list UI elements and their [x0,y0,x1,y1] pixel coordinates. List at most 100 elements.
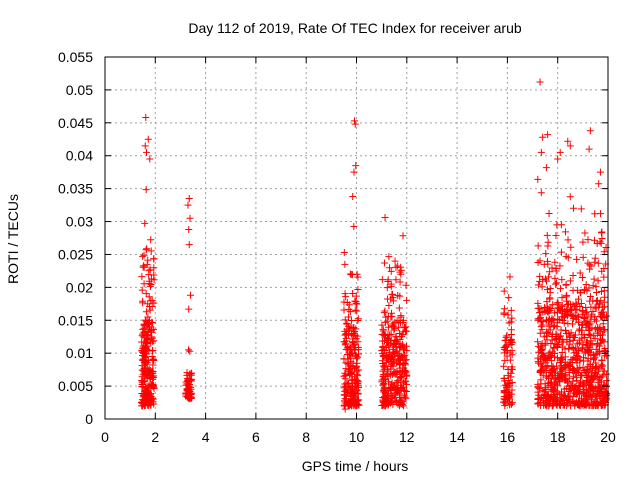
data-point [142,290,150,298]
data-point [378,321,386,329]
data-point [561,400,569,408]
data-point [550,396,558,404]
data-point [144,135,152,143]
data-point [380,363,388,371]
y-tick-label: 0 [85,411,93,427]
data-point [577,326,585,334]
data-point [504,311,512,319]
data-point [384,399,392,407]
data-point [602,370,610,378]
data-point [144,256,152,264]
data-point [343,319,351,327]
data-point [141,316,149,324]
y-tick-label: 0.035 [58,181,93,197]
data-point [597,378,605,386]
data-point [557,307,565,315]
y-tick-label: 0.005 [58,378,93,394]
data-point [503,395,511,403]
data-point [601,345,609,353]
data-point [506,273,514,281]
data-point [506,356,514,364]
data-point [399,342,407,350]
data-point [347,390,355,398]
x-tick-label: 18 [550,429,566,445]
data-point [350,117,358,125]
data-point [600,326,608,334]
data-point [597,210,605,218]
data-point [549,301,557,309]
data-point [380,309,388,317]
data-point [556,356,564,364]
data-point [503,382,511,390]
data-point [340,306,348,314]
data-point [500,387,508,395]
data-point [547,378,555,386]
data-point [567,382,575,390]
data-point [340,298,348,306]
data-point [546,368,554,376]
data-point [379,343,387,351]
data-point [508,399,516,407]
data-point [542,367,550,375]
data-point [565,344,573,352]
data-point [574,353,582,361]
data-point [542,355,550,363]
data-point [384,323,392,331]
data-point [389,400,397,408]
data-point [569,345,577,353]
data-point [591,365,599,373]
data-point [534,242,542,250]
x-tick-label: 8 [302,429,310,445]
data-point [140,280,148,288]
data-point [395,390,403,398]
data-point [349,289,357,297]
data-point [184,201,192,209]
data-point [382,362,390,370]
data-point [508,314,516,322]
data-point [549,399,557,407]
data-point [508,379,516,387]
data-point [553,221,561,229]
data-point [582,391,590,399]
y-tick-label: 0.025 [58,246,93,262]
data-point [381,396,389,404]
data-point [596,168,604,176]
data-point [580,357,588,365]
data-point [542,164,550,172]
data-point [508,365,516,373]
data-point [344,313,352,321]
data-point [561,228,569,236]
data-point [536,344,544,352]
data-point [139,355,147,363]
data-point [538,321,546,329]
data-point [586,261,594,269]
data-point [548,357,556,365]
y-tick-label: 0.05 [66,82,93,98]
data-point [150,372,158,380]
y-tick-label: 0.015 [58,312,93,328]
data-point [587,262,595,270]
data-point [147,247,155,255]
data-point [500,310,508,318]
data-point [340,338,348,346]
data-point [139,344,147,352]
data-point [545,322,553,330]
data-point [397,270,405,278]
data-point [562,327,570,335]
data-point [508,337,516,345]
data-point [387,337,395,345]
data-point [542,307,550,315]
data-point [348,375,356,383]
data-point [566,277,574,285]
data-point [185,305,193,313]
data-point [403,327,411,335]
data-point [585,330,593,338]
data-point [556,148,564,156]
data-point [566,337,574,345]
data-point [139,377,147,385]
data-point [594,378,602,386]
x-tick-label: 2 [151,429,159,445]
y-tick-label: 0.04 [66,148,93,164]
data-point [537,189,545,197]
data-point [569,271,577,279]
